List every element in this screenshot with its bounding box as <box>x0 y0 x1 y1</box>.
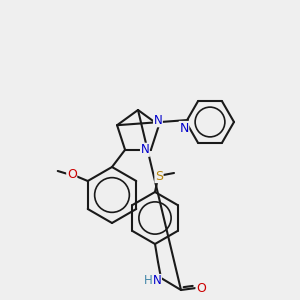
Text: N: N <box>153 274 161 287</box>
Text: O: O <box>196 281 206 295</box>
Text: N: N <box>141 143 149 156</box>
Text: N: N <box>179 122 189 134</box>
Text: S: S <box>155 169 163 182</box>
Text: O: O <box>67 167 77 181</box>
Text: H: H <box>144 274 152 287</box>
Text: N: N <box>154 114 162 127</box>
